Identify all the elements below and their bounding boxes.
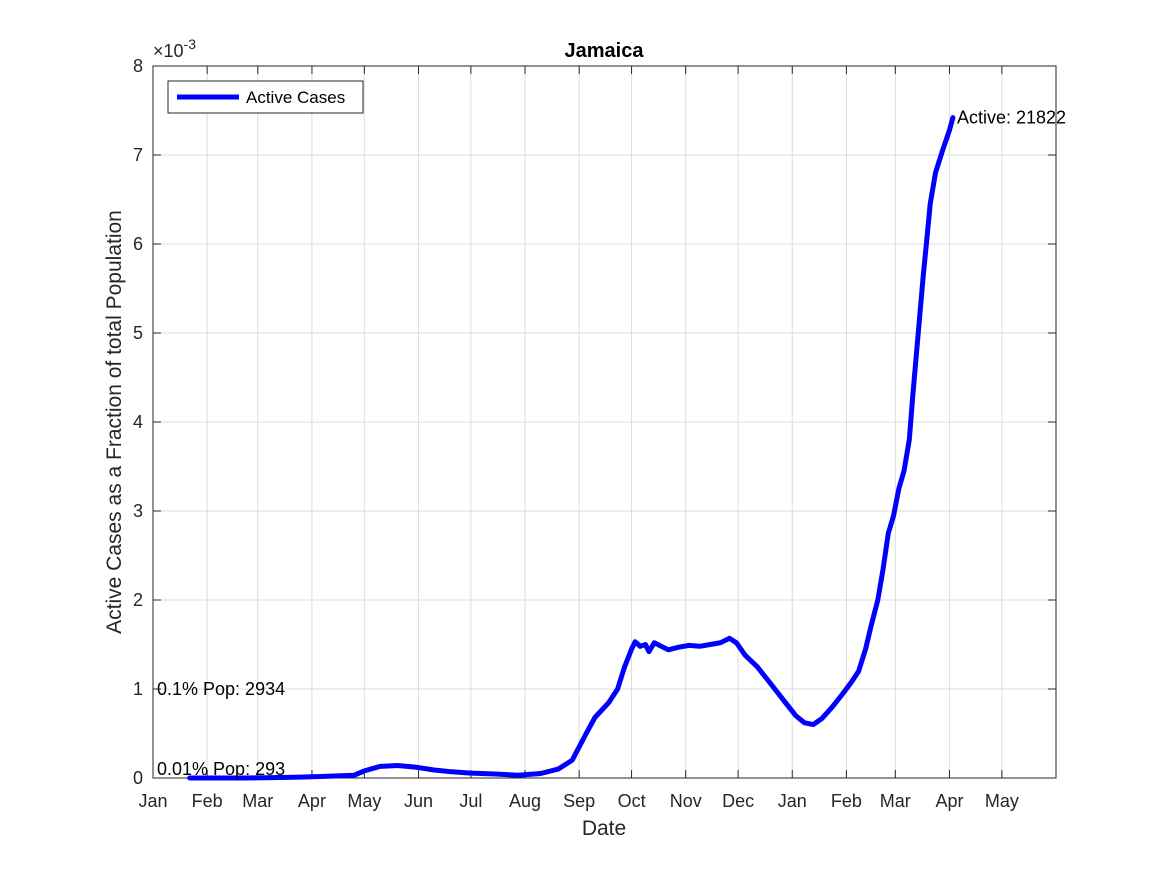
series-line-active-cases — [187, 115, 956, 781]
y-tick-label: 3 — [133, 501, 143, 521]
y-axis-label: Active Cases as a Fraction of total Popu… — [103, 210, 126, 634]
x-tick-label: Apr — [298, 791, 326, 811]
x-tick-label: Nov — [670, 791, 702, 811]
y-tick-label: 6 — [133, 234, 143, 254]
x-axis-label: Date — [582, 817, 626, 840]
series-layer — [187, 115, 956, 781]
x-tick-label: May — [985, 791, 1019, 811]
x-tick-label: Mar — [880, 791, 911, 811]
y-tick-label: 5 — [133, 323, 143, 343]
annotations: Active: 21822 0.1% Pop: 2934 0.01% Pop: 29… — [157, 108, 1066, 779]
x-tick-label: Jan — [778, 791, 807, 811]
annotation-label: Active: 21822 — [957, 108, 1066, 128]
y-tick-label: 2 — [133, 590, 143, 610]
x-tick-label: Apr — [935, 791, 963, 811]
annotation-label: 0.01% Pop: 293 — [157, 759, 285, 779]
x-tick-label: Feb — [831, 791, 862, 811]
x-tick-label: Sep — [563, 791, 595, 811]
y-exponent-base: ×10 — [153, 41, 184, 61]
x-tick-label: Jul — [459, 791, 482, 811]
x-tick-label: Dec — [722, 791, 754, 811]
x-tick-label: Oct — [618, 791, 646, 811]
y-tick-label: 4 — [133, 412, 143, 432]
svg-text:×10-3: ×10-3 — [153, 36, 196, 61]
annotation-label: 0.1% Pop: 2934 — [157, 679, 285, 699]
x-tick-label: Mar — [242, 791, 273, 811]
y-tick-label: 7 — [133, 145, 143, 165]
y-exponent-power: -3 — [184, 36, 197, 52]
legend: Active Cases — [167, 80, 364, 114]
y-exponent-label: ×10-3 — [153, 36, 196, 61]
x-tick-label: Feb — [192, 791, 223, 811]
y-tick-label: 8 — [133, 56, 143, 76]
tick-labels: 0 1 2 3 4 5 6 7 8 Jan Feb Mar Apr May Jun Jul Aug Sep Oct N… — [133, 56, 1019, 811]
x-tick-label: Aug — [509, 791, 541, 811]
x-tick-label: May — [347, 791, 381, 811]
y-tick-label: 1 — [133, 679, 143, 699]
legend-label: Active Cases — [246, 88, 345, 107]
x-tick-label: Jun — [404, 791, 433, 811]
y-tick-label: 0 — [133, 768, 143, 788]
x-tick-label: Jan — [138, 791, 167, 811]
chart-title: Jamaica — [565, 40, 645, 62]
